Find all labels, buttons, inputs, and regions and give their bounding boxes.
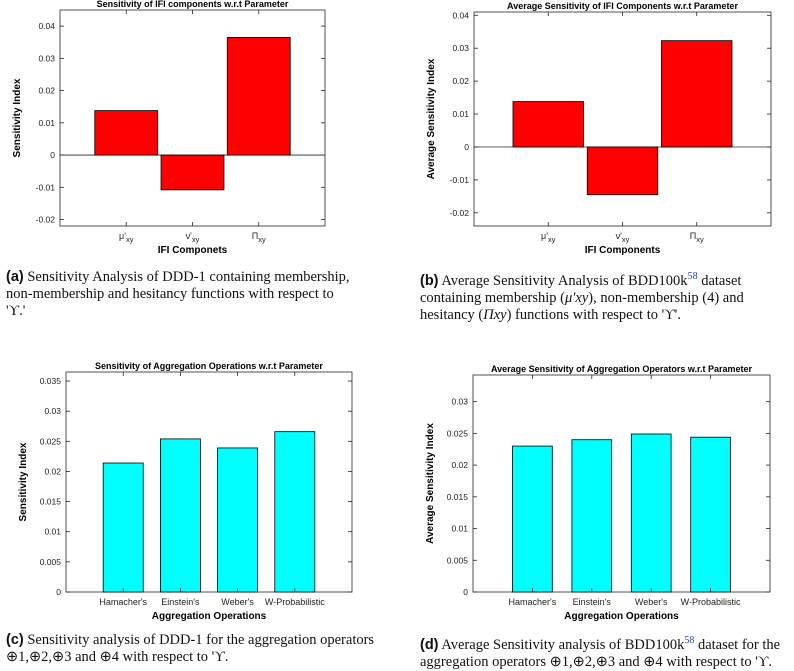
bar-1	[571, 439, 613, 593]
x-axis-label: IFI Components	[585, 245, 661, 256]
caption-b: (b) Average Sensitivity Analysis of BDD1…	[420, 268, 790, 324]
x-tick-label-1: ν'xy	[616, 231, 630, 244]
caption-b-line2b: ), non-membership (4) and	[588, 289, 744, 306]
y-tick-label-2: 0	[50, 150, 55, 160]
y-tick-label-5: 0.025	[40, 436, 62, 446]
bar-1	[160, 154, 225, 191]
y-tick-label-0: -0.02	[450, 208, 470, 218]
caption-d: (d) Average Sensitivity analysis of BDD1…	[420, 632, 792, 671]
x-tick-label-2: Weber's	[221, 597, 254, 607]
x-tick-label-0: Hamacher's	[509, 597, 557, 607]
bar-1	[159, 438, 201, 593]
bar-1	[586, 146, 659, 196]
caption-b-pi: Πxy	[483, 306, 507, 323]
chart-c: 0 0.005 0.01 0.015 0.02 0.025 0.03 0.035 Hamache…	[18, 361, 353, 622]
y-tick-label-5: 0.03	[452, 43, 469, 53]
x-tick-label-0: μ'xy	[119, 231, 134, 244]
caption-a-line1: Sensitivity Analysis of DDD-1 containing…	[27, 269, 350, 285]
caption-b-line3b: ) functions with respect to 'ϒ'.	[506, 306, 681, 323]
y-tick-label-0: -0.02	[36, 215, 56, 225]
y-tick-label-3: 0.01	[452, 109, 469, 119]
x-tick-label-1: Einstein's	[573, 597, 612, 607]
bar-3	[274, 431, 316, 593]
caption-d-ref[interactable]: 58	[684, 635, 695, 646]
chart-b: -0.02 -0.01 0 0.01 0.02 0.03 0.04 μ'xy ν'xy Πxy Av…	[426, 1, 772, 256]
caption-b-line1a: Average Sensitivity Analysis of BDD100k	[441, 272, 688, 289]
y-tick-label-2: 0	[464, 142, 469, 152]
y-tick-label-3: 0.01	[38, 118, 55, 128]
x-tick-label-1: Einstein's	[161, 597, 200, 607]
chart-title: Average Sensitivity of Aggregation Opera…	[491, 364, 753, 374]
bar-2	[226, 37, 291, 156]
y-tick-label-1: 0.005	[447, 555, 469, 565]
caption-b-ref[interactable]: 58	[687, 271, 698, 282]
caption-a: (a) Sensitivity Analysis of DDD-1 contai…	[6, 269, 386, 320]
x-axis-label: IFI Componets	[158, 245, 228, 256]
y-tick-label-1: 0.005	[40, 557, 62, 567]
x-tick-label-2: Πxy	[252, 231, 266, 244]
y-tick-label-5: 0.03	[38, 53, 55, 63]
chart-a: -0.02 -0.01 0 0.01 0.02 0.03 0.04 μ'xy ν'xy Πxy Se…	[12, 0, 326, 256]
bar-2	[661, 40, 733, 148]
y-tick-label-5: 0.025	[447, 428, 469, 438]
caption-b-line3a: hesitancy (	[420, 306, 484, 323]
x-tick-label-2: Weber's	[635, 597, 668, 607]
caption-c: (c) Sensitivity analysis of DDD-1 for th…	[6, 632, 396, 666]
x-tick-label-0: Hamacher's	[99, 597, 147, 607]
y-axis-label: Sensitivity Index	[18, 442, 29, 521]
y-axis-label: Sensitivity Index	[12, 78, 23, 157]
bar-3	[690, 436, 731, 593]
y-tick-label-4: 0.02	[44, 466, 61, 476]
bar-2	[217, 447, 259, 593]
y-tick-label-0: 0	[56, 587, 61, 597]
y-tick-label-3: 0.015	[447, 492, 469, 502]
chart-title: Average Sensitivity of IFI Components w.…	[507, 1, 738, 11]
caption-d-line1a: Average Sensitivity analysis of BDD100k	[441, 636, 685, 653]
bar-0	[94, 110, 159, 156]
y-tick-label-2: 0.01	[451, 524, 468, 534]
chart-title: Sensitivity of IFI components w.r.t Para…	[97, 0, 289, 9]
y-tick-label-6: 0.04	[38, 21, 55, 31]
bar-0	[512, 101, 584, 148]
caption-b-line1b: dataset	[697, 272, 742, 289]
y-tick-label-3: 0.015	[40, 497, 62, 507]
x-axis-label: Aggregation Operations	[564, 611, 679, 622]
y-axis-label: Average Sensitivity Index	[426, 58, 437, 179]
y-tick-label-7: 0.035	[40, 376, 62, 386]
y-tick-label-1: -0.01	[450, 175, 470, 185]
bar-2	[630, 433, 672, 593]
caption-d-label: (d)	[420, 636, 439, 653]
y-tick-label-4: 0.02	[451, 460, 468, 470]
caption-d-line2: aggregation operators ⊕1,⊕2,⊕3 and ⊕4 wi…	[420, 653, 773, 670]
y-tick-label-6: 0.03	[451, 397, 468, 407]
chart-title: Sensitivity of Aggregation Operations w.…	[95, 361, 323, 371]
x-tick-label-2: Πxy	[690, 231, 704, 244]
x-axis-label: Aggregation Operations	[152, 611, 267, 622]
caption-c-label: (c)	[6, 632, 24, 648]
bar-0	[102, 462, 144, 593]
y-tick-label-2: 0.01	[44, 527, 61, 537]
caption-b-line2a: containing membership (	[420, 289, 565, 306]
caption-b-mu: μ′xy	[564, 289, 589, 306]
y-tick-label-6: 0.04	[452, 10, 469, 20]
chart-d: 0 0.005 0.01 0.015 0.02 0.025 0.03 Hamacher's Ei…	[425, 364, 771, 622]
caption-b-label: (b)	[420, 272, 439, 289]
bar-0	[512, 445, 553, 593]
y-tick-label-1: -0.01	[36, 182, 56, 192]
y-tick-label-0: 0	[463, 587, 468, 597]
x-tick-label-1: ν'xy	[186, 231, 200, 244]
x-tick-label-0: μ'xy	[541, 231, 556, 244]
y-tick-label-4: 0.02	[452, 76, 469, 86]
caption-c-line2: ⊕1,⊕2,⊕3 and ⊕4 with respect to 'ϒ.	[6, 649, 229, 665]
y-axis-label: Average Sensitivity Index	[425, 423, 436, 544]
x-tick-label-3: W-Probabilistic	[681, 597, 741, 607]
caption-c-line1: Sensitivity analysis of DDD-1 for the ag…	[27, 632, 375, 648]
caption-a-line3: 'ϒ.'	[6, 303, 26, 319]
y-tick-label-6: 0.03	[44, 406, 61, 416]
caption-a-line2: non-membership and hesitancy functions w…	[6, 286, 334, 302]
caption-d-line1b: dataset for the	[694, 636, 781, 653]
x-tick-label-3: W-Probabilistic	[265, 597, 325, 607]
y-tick-label-4: 0.02	[38, 86, 55, 96]
caption-a-label: (a)	[6, 269, 24, 285]
